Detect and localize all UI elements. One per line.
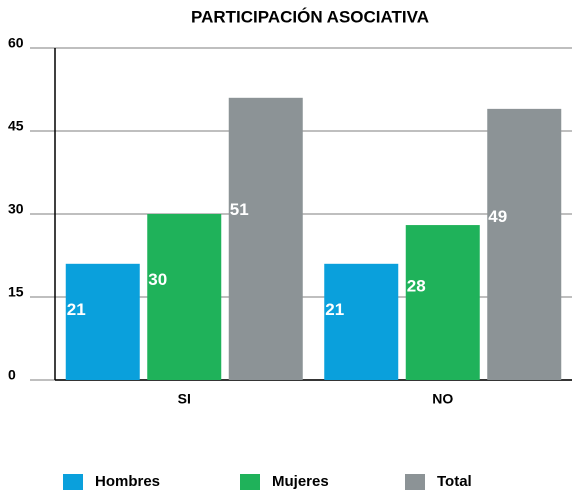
y-tick-label: 15 bbox=[8, 284, 24, 300]
bar bbox=[487, 108, 562, 380]
bar bbox=[324, 263, 399, 380]
bar bbox=[147, 214, 222, 380]
legend-label: Hombres bbox=[95, 473, 160, 490]
bar bbox=[405, 225, 480, 380]
y-tick-label: 0 bbox=[8, 367, 16, 383]
data-label: 21 bbox=[67, 300, 86, 319]
legend-label: Total bbox=[437, 473, 472, 490]
y-tick-label: 45 bbox=[8, 118, 24, 134]
y-tick-label: 60 bbox=[8, 35, 24, 51]
y-tick-label: 30 bbox=[8, 201, 24, 217]
bar bbox=[228, 97, 303, 381]
legend-swatch bbox=[240, 474, 260, 490]
data-label: 49 bbox=[488, 207, 507, 226]
data-label: 21 bbox=[325, 300, 344, 319]
data-label: 51 bbox=[230, 200, 249, 219]
chart-title: PARTICIPACIÓN ASOCIATIVA bbox=[191, 7, 429, 26]
x-tick-label: NO bbox=[432, 391, 453, 407]
legend-swatch bbox=[63, 474, 83, 490]
data-label: 28 bbox=[407, 277, 426, 296]
x-tick-label: SI bbox=[178, 391, 191, 407]
legend-label: Mujeres bbox=[272, 473, 329, 490]
data-label: 30 bbox=[148, 270, 167, 289]
legend-swatch bbox=[405, 474, 425, 490]
bar bbox=[65, 263, 140, 380]
